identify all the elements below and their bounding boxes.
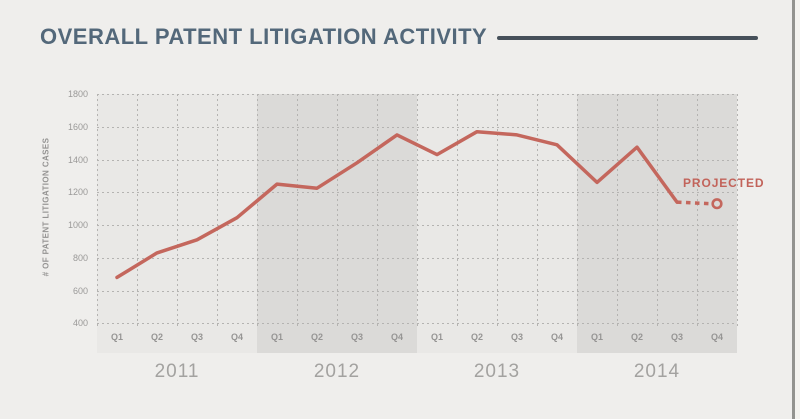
v-gridline (257, 94, 258, 326)
title-divider-line (497, 36, 758, 40)
v-gridline (457, 94, 458, 326)
v-gridline (697, 94, 698, 326)
window-right-strip (795, 0, 800, 419)
quarter-label: Q3 (510, 332, 523, 342)
v-gridline (737, 94, 738, 326)
v-gridline (617, 94, 618, 326)
window-right-border (792, 0, 795, 419)
v-gridline (377, 94, 378, 326)
v-gridline (417, 94, 418, 326)
quarter-labels: Q1 Q2 Q3 Q4 Q1 Q2 Q3 Q4 Q1 Q2 Q3 Q4 Q1 Q2 Q3 Q4 (97, 330, 737, 344)
v-gridline (537, 94, 538, 326)
y-tick: 1800 (67, 89, 88, 99)
projected-point-marker (711, 198, 723, 210)
year-label: 2011 (154, 361, 200, 382)
y-tick: 1400 (67, 154, 88, 165)
quarter-label: Q4 (550, 332, 563, 342)
quarter-label: Q4 (230, 332, 243, 342)
y-tick: 1000 (67, 220, 88, 231)
v-gridline (137, 94, 138, 326)
v-gridline (217, 94, 218, 326)
y-tick: 1200 (67, 187, 88, 198)
year-label: 2012 (313, 361, 361, 382)
year-label: 2013 (473, 361, 521, 382)
v-gridline (497, 94, 498, 326)
v-gridline (657, 94, 658, 326)
series-line (115, 129, 679, 280)
quarter-label: Q1 (110, 332, 123, 342)
quarter-label: Q3 (350, 332, 363, 342)
y-axis-ticks: 1800 1600 1400 1200 1000 800 600 400 (0, 89, 88, 334)
quarter-label: Q4 (390, 332, 403, 342)
y-tick: 1600 (67, 121, 88, 132)
v-gridline (297, 94, 298, 326)
quarter-label: Q1 (430, 332, 443, 342)
plot-area: Q1 Q2 Q3 Q4 Q1 Q2 Q3 Q4 Q1 Q2 Q3 Q4 Q1 Q2 Q3 Q4 PROJECT… (97, 94, 764, 353)
quarter-label: Q2 (150, 332, 163, 342)
y-tick: 600 (72, 285, 88, 296)
y-tick: 400 (72, 318, 88, 329)
quarter-label: Q1 (270, 332, 283, 342)
year-labels: 2011 2012 2013 2014 (97, 361, 737, 387)
quarter-label: Q1 (590, 332, 603, 342)
quarter-label: Q3 (670, 332, 683, 342)
quarter-label: Q4 (710, 332, 723, 342)
quarter-label: Q3 (190, 332, 203, 342)
page-title: OVERALL PATENT LITIGATION ACTIVITY (40, 24, 488, 49)
quarter-label: Q2 (470, 332, 483, 342)
quarter-label: Q2 (310, 332, 323, 342)
v-gridline (337, 94, 338, 326)
projected-label: PROJECTED (683, 176, 765, 191)
v-gridline (97, 94, 98, 326)
y-tick: 800 (72, 252, 88, 263)
projected-dashed-line (676, 200, 711, 206)
v-gridline (177, 94, 178, 326)
line-series (115, 129, 723, 280)
quarter-label: Q2 (630, 332, 643, 342)
title-row: OVERALL PATENT LITIGATION ACTIVITY (40, 24, 758, 50)
year-label: 2014 (633, 361, 681, 382)
v-gridline (577, 94, 578, 326)
